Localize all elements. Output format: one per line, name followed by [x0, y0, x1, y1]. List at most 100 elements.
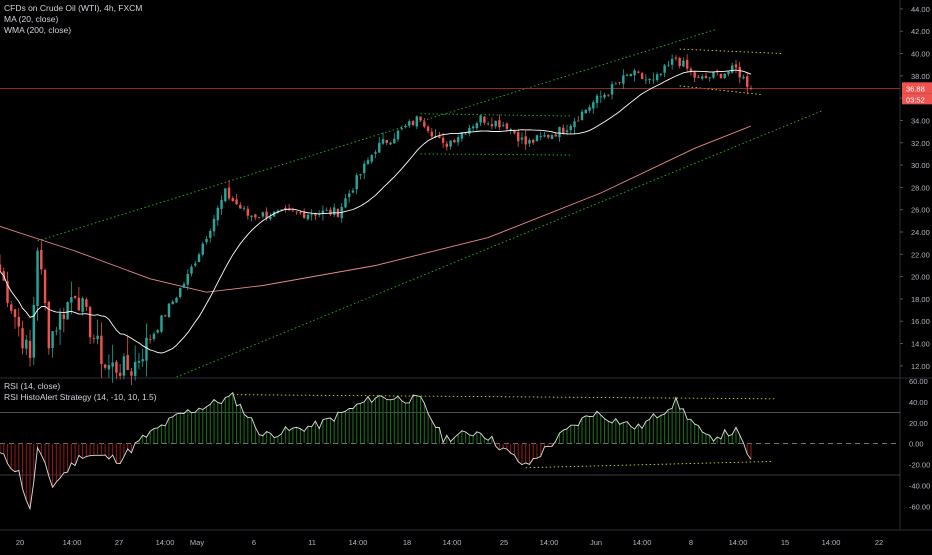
candle-body	[152, 333, 156, 340]
candle-body	[126, 354, 129, 371]
rsi-tick-label: 40.00	[909, 398, 928, 407]
time-tick-label: 11	[308, 538, 316, 547]
candle-body	[400, 128, 403, 130]
ma-legend[interactable]: MA (20, close)	[4, 14, 59, 24]
candle-body	[73, 295, 77, 298]
candle-body	[449, 140, 452, 147]
candle-body	[137, 361, 141, 363]
last-price-badge	[902, 82, 932, 94]
candle-body	[490, 124, 494, 127]
candle-body	[257, 216, 261, 218]
candle-body	[415, 116, 419, 127]
candle-body	[603, 94, 606, 98]
candle-body	[235, 199, 238, 205]
candle-body	[359, 174, 362, 176]
wma-line	[0, 125, 752, 293]
candle-body	[224, 188, 227, 202]
time-tick-label: 14:00	[156, 538, 175, 547]
time-tick-label: 14:00	[63, 538, 82, 547]
candle-body	[36, 250, 39, 306]
candle-body	[10, 304, 13, 311]
price-tick-label: 14.00	[911, 340, 930, 349]
rsi-trendlines	[232, 394, 776, 469]
candle-body	[378, 142, 381, 153]
candle-body	[103, 364, 107, 368]
price-tick-label: 22.00	[911, 250, 930, 259]
time-tick-label: May	[190, 538, 204, 547]
time-tick-label: 14:00	[540, 538, 559, 547]
candle-body	[516, 132, 520, 142]
wma-legend[interactable]: WMA (200, close)	[4, 25, 72, 35]
candle-body	[663, 65, 666, 73]
rsi-tick-label: -20.00	[909, 461, 930, 470]
candle-body	[723, 73, 726, 79]
candle-body	[212, 218, 216, 232]
candle-body	[426, 126, 430, 131]
candle-body	[655, 74, 659, 80]
candle-body	[513, 130, 516, 134]
candle-body	[404, 125, 407, 128]
symbol-title[interactable]: CFDs on Crude Oil (WTI), 4h, FXCM	[4, 3, 143, 13]
price-tick-label: 24.00	[911, 228, 930, 237]
candle-body	[100, 335, 103, 364]
candle-body	[648, 79, 651, 81]
candle-body	[381, 139, 385, 144]
candle-body	[284, 207, 287, 210]
price-tick-label: 18.00	[911, 295, 930, 304]
candle-body	[678, 58, 681, 66]
candle-body	[562, 127, 565, 134]
candles	[0, 54, 753, 386]
price-tick-label: 26.00	[911, 206, 930, 215]
rsi-tick-label: 0.00	[909, 440, 924, 449]
candle-body	[287, 209, 291, 211]
candle-body	[483, 116, 486, 123]
candle-body	[742, 76, 745, 79]
candle-body	[261, 212, 265, 217]
candle-body	[700, 76, 704, 79]
candle-body	[148, 339, 152, 340]
time-axis: 20 14:00 27 14:00 May 6 11 14:00 18 14:00 25 14:00 J…	[16, 538, 883, 547]
candle-body	[302, 212, 306, 218]
candle-body	[197, 254, 201, 263]
candle-body	[182, 283, 186, 288]
candle-body	[468, 128, 471, 134]
candle-body	[565, 130, 569, 133]
rsi-strategy-title[interactable]: RSI HistoAlert Strategy (14, -10, 10, 1.…	[4, 392, 157, 402]
candle-body	[456, 137, 460, 143]
candle-body	[633, 70, 636, 76]
wma-layer	[0, 125, 752, 293]
candle-body	[6, 281, 9, 303]
candle-body	[719, 73, 723, 79]
candle-body	[306, 214, 310, 220]
wedge-bottom-line	[679, 85, 764, 96]
price-axis: 44.0042.0040.0038.0036.0034.0032.0030.00…	[900, 5, 930, 371]
candle-body	[205, 238, 208, 243]
time-tick-label: 15	[781, 538, 789, 547]
rsi-title[interactable]: RSI (14, close)	[4, 381, 61, 391]
candle-body	[175, 297, 178, 303]
candle-body	[438, 136, 441, 138]
candle-body	[190, 266, 193, 274]
candle-body	[13, 309, 17, 318]
time-tick-label: 20	[16, 538, 24, 547]
candle-body	[607, 94, 610, 96]
candle-body	[475, 123, 479, 129]
candle-body	[220, 199, 223, 209]
candle-body	[539, 135, 542, 137]
rsi-tick-label: -40.00	[909, 481, 930, 490]
candle-body	[0, 264, 2, 272]
candle-body	[704, 75, 708, 79]
candle-body	[697, 76, 700, 78]
candle-body	[115, 361, 118, 373]
candle-body	[156, 330, 159, 333]
candle-body	[501, 124, 505, 126]
candle-body	[145, 337, 148, 361]
time-tick-label: 27	[115, 538, 123, 547]
candle-body	[265, 211, 268, 219]
candle-body	[242, 208, 246, 209]
last-price-label: 36.88	[906, 84, 925, 93]
candle-body	[254, 214, 257, 218]
candle-body	[329, 209, 332, 215]
